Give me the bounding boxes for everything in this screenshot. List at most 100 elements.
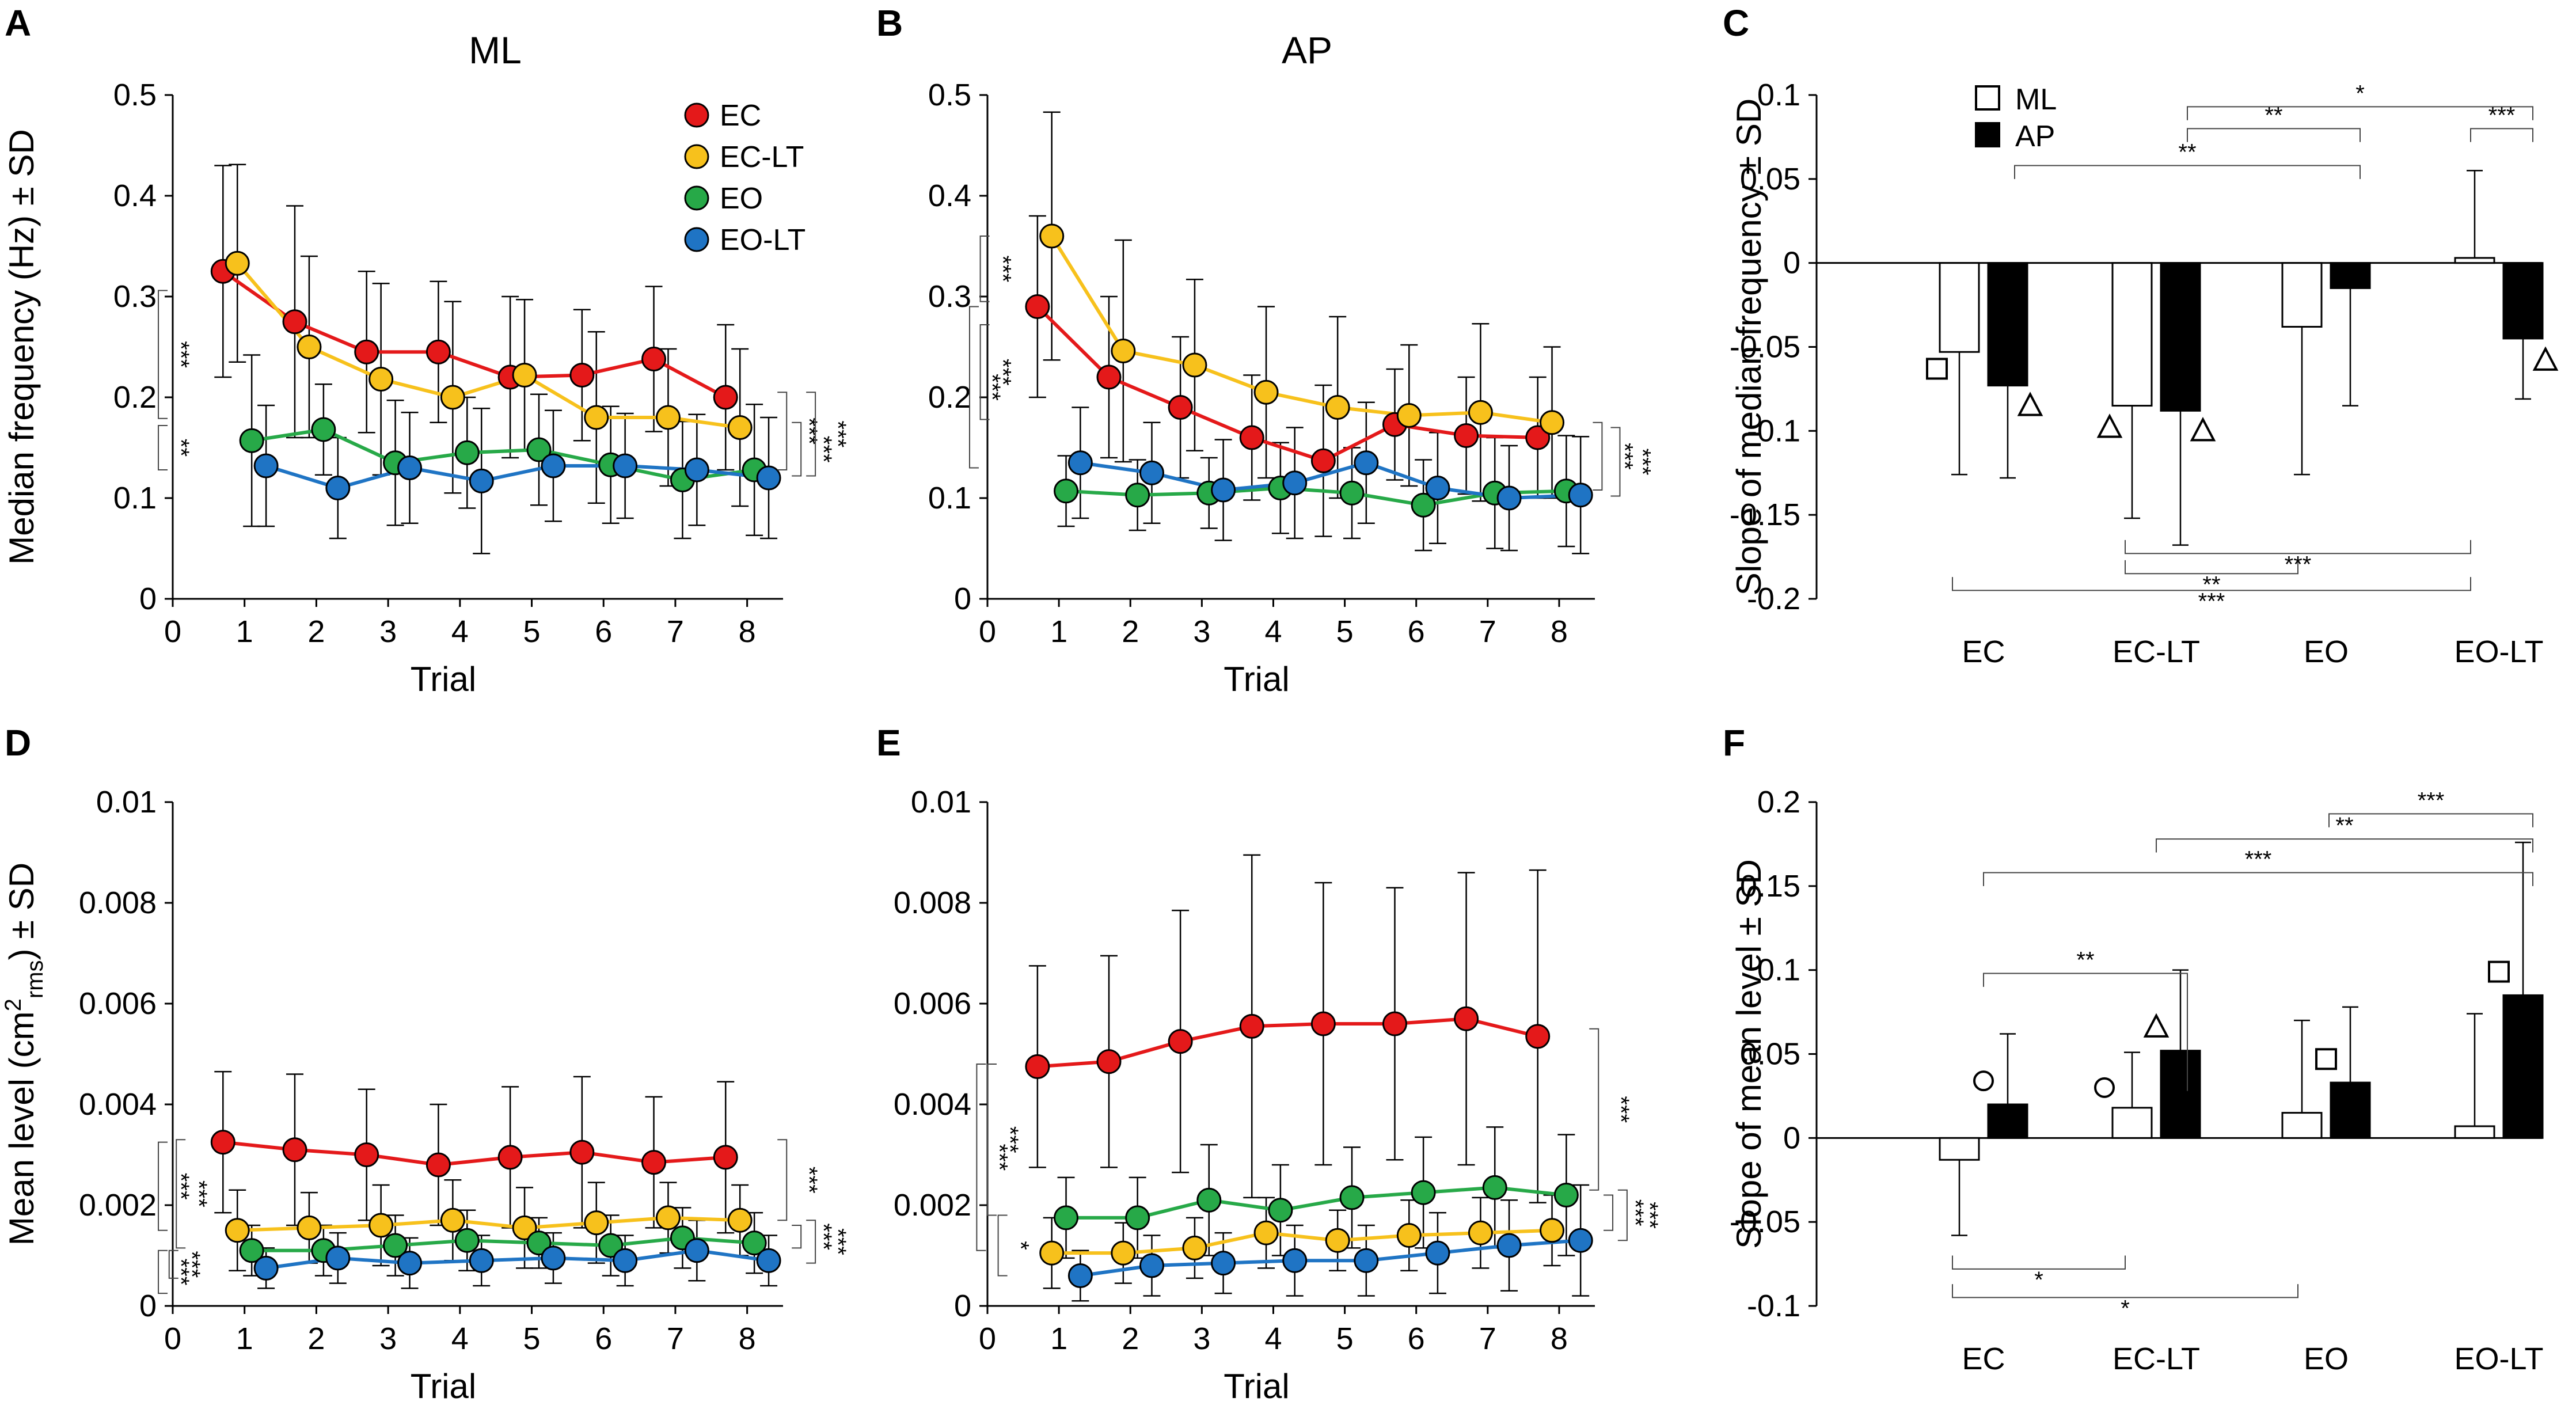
x-tick-label: 5 xyxy=(1336,1321,1354,1356)
point-EC-LT xyxy=(1540,410,1565,435)
point-EC-LT xyxy=(297,335,322,359)
triangle-marker xyxy=(2096,413,2123,438)
point-EC-LT xyxy=(1468,400,1493,425)
significance-label: ** xyxy=(2335,813,2353,838)
panel-C: C -0.2 -0.15 -0.1 -0.05 0 0.05 0.1 EC EC-LT EO EO-L… xyxy=(1723,2,2559,669)
legend-bar-series: ML AP xyxy=(1975,83,2057,153)
point-EC-LT xyxy=(1253,1220,1279,1245)
legend-marker xyxy=(684,185,709,211)
significance-bracket xyxy=(2328,813,2533,827)
point-EC-LT xyxy=(225,1218,250,1243)
point-EO xyxy=(454,1228,480,1253)
point-EO xyxy=(742,1230,767,1256)
significance-label: *** xyxy=(990,359,1016,386)
point-EO-LT xyxy=(1211,1251,1236,1276)
significance-bracket xyxy=(1983,973,2188,1091)
panel-E: E 0 0.002 0.004 0.006 0.008 0.01 0 1 2 3 4 5 6 7 8 Trial… xyxy=(876,722,1662,1406)
x-axis-label: Trial xyxy=(1224,1367,1289,1406)
point-EO xyxy=(1411,1180,1436,1205)
point-EO-LT xyxy=(613,1248,638,1273)
panel-letter: F xyxy=(1723,722,1745,764)
y-tick-label: -0.2 xyxy=(1747,582,1800,616)
point-EO-LT xyxy=(1354,450,1379,476)
point-EC-LT xyxy=(655,405,681,430)
point-EC-LT xyxy=(1253,379,1279,405)
x-tick-label: 4 xyxy=(1264,1321,1282,1356)
y-tick-label: 0.4 xyxy=(928,178,971,213)
point-EO-LT xyxy=(1425,1240,1450,1266)
y-tick-label: 0.05 xyxy=(1740,162,1800,196)
significance-bracket xyxy=(806,1220,816,1264)
point-EO-LT xyxy=(1568,483,1593,508)
y-tick-label: 0 xyxy=(954,582,971,616)
point-EO xyxy=(239,428,264,453)
significance-bracket xyxy=(158,1250,168,1294)
significance-label: *** xyxy=(986,1144,1012,1171)
point-EO-LT xyxy=(469,1248,494,1273)
bar-ML xyxy=(2281,1112,2323,1139)
x-tick-label: 6 xyxy=(1408,1321,1425,1356)
significance-bracket xyxy=(1589,1028,1599,1191)
bar-AP xyxy=(2160,1050,2201,1139)
point-EO-LT xyxy=(1568,1228,1593,1253)
point-EC xyxy=(497,1145,523,1170)
bar-ML xyxy=(2111,262,2153,407)
y-tick-label: 0.2 xyxy=(1757,785,1800,819)
x-tick-label: 8 xyxy=(1551,1321,1568,1356)
significance-label: ** xyxy=(168,439,193,457)
point-EO xyxy=(526,437,552,462)
point-EC xyxy=(354,339,379,364)
x-tick-label: 7 xyxy=(667,614,684,649)
x-tick-label: 8 xyxy=(739,1321,756,1356)
x-tick-label: 3 xyxy=(379,614,397,649)
significance-label: * xyxy=(2355,81,2365,106)
point-EO xyxy=(1268,1198,1293,1223)
significance-label: *** xyxy=(179,1251,204,1278)
panel-letter: E xyxy=(876,722,901,764)
point-EC-LT xyxy=(1039,1240,1065,1266)
point-EC xyxy=(1096,364,1122,390)
point-EO xyxy=(239,1238,264,1263)
y-tick-label: -0.05 xyxy=(1730,1205,1800,1239)
x-tick-label: 2 xyxy=(1122,614,1139,649)
x-tick-label: 2 xyxy=(307,614,325,649)
point-EC-LT xyxy=(440,1207,465,1233)
bar-ML xyxy=(1939,1137,1980,1161)
legend-label: ML xyxy=(2015,83,2057,116)
significance-bracket xyxy=(2470,128,2533,142)
significance-bracket xyxy=(1952,577,2471,591)
x-tick-label: 1 xyxy=(236,614,253,649)
point-EO-LT xyxy=(397,1251,423,1276)
y-tick-label: 0.1 xyxy=(928,481,971,515)
x-tick-label: 7 xyxy=(1479,614,1496,649)
significance-bracket xyxy=(168,1250,178,1279)
point-EC xyxy=(1525,425,1551,450)
point-EO-LT xyxy=(541,1245,566,1271)
significance-bracket xyxy=(158,290,168,419)
bar-AP xyxy=(2160,262,2201,412)
bar-AP xyxy=(2330,262,2371,289)
significance-bracket xyxy=(1983,872,2533,886)
x-tick-label: 8 xyxy=(1551,614,1568,649)
category-label: EC-LT xyxy=(2113,1342,2200,1376)
significance-bracket xyxy=(979,236,990,302)
significance-label: * xyxy=(2034,1267,2043,1293)
point-EC-LT xyxy=(1182,1235,1207,1260)
bar-ML xyxy=(2111,1107,2153,1139)
significance-bracket xyxy=(2187,128,2361,142)
significance-bracket xyxy=(2156,838,2533,853)
y-tick-label: 0.004 xyxy=(79,1087,157,1122)
panel-letter: C xyxy=(1723,2,1749,44)
point-EO-LT xyxy=(1496,485,1522,511)
point-EC xyxy=(1239,1013,1264,1039)
point-EO xyxy=(454,440,480,465)
category-label: EC xyxy=(1962,1342,2005,1376)
legend-marker xyxy=(684,102,709,128)
triangle-marker xyxy=(2532,346,2559,371)
point-EO xyxy=(1054,478,1079,504)
bar-ML xyxy=(1939,262,1980,353)
y-tick-label: 0.01 xyxy=(911,785,971,819)
y-tick-label: 0.008 xyxy=(79,886,157,920)
significance-label: *** xyxy=(168,341,193,368)
point-EC-LT xyxy=(297,1215,322,1240)
